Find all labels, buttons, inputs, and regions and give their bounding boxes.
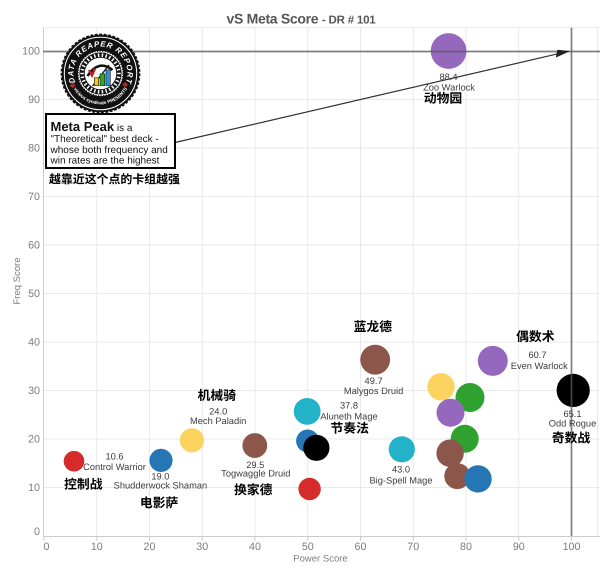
svg-text:Aluneth Mage: Aluneth Mage — [320, 412, 377, 422]
svg-text:90: 90 — [28, 94, 40, 106]
svg-text:win rates are the highest: win rates are the highest — [50, 156, 160, 167]
svg-text:40: 40 — [249, 541, 261, 553]
svg-text:60: 60 — [28, 240, 40, 252]
svg-text:Zoo Warlock: Zoo Warlock — [423, 83, 475, 93]
svg-text:10.6: 10.6 — [105, 452, 123, 462]
svg-text:Big-Spell Mage: Big-Spell Mage — [369, 475, 432, 485]
svg-text:49.7: 49.7 — [365, 376, 383, 386]
svg-text:80: 80 — [460, 541, 472, 553]
svg-text:Shudderwock Shaman: Shudderwock Shaman — [114, 481, 208, 491]
svg-text:whose both frequency and: whose both frequency and — [50, 145, 168, 156]
svg-text:90: 90 — [513, 541, 525, 553]
svg-text:60: 60 — [355, 541, 367, 553]
svg-text:Power Score: Power Score — [293, 554, 347, 565]
svg-text:100: 100 — [22, 46, 40, 58]
svg-text:10: 10 — [28, 482, 40, 494]
svg-text:80: 80 — [28, 143, 40, 155]
svg-text:60.7: 60.7 — [528, 350, 546, 360]
svg-text:37.8: 37.8 — [340, 401, 358, 411]
svg-text:70: 70 — [28, 191, 40, 203]
svg-text:30: 30 — [196, 541, 208, 553]
svg-text:"Theoretical" best deck -: "Theoretical" best deck - — [51, 134, 159, 145]
svg-text:Freq Score: Freq Score — [12, 258, 23, 305]
svg-text:Togwaggle Druid: Togwaggle Druid — [221, 469, 290, 479]
svg-text:100: 100 — [563, 541, 581, 553]
svg-text:70: 70 — [407, 541, 419, 553]
svg-text:24.0: 24.0 — [209, 407, 227, 417]
svg-text:0: 0 — [44, 541, 50, 553]
svg-text:43.0: 43.0 — [392, 464, 410, 474]
svg-text:0: 0 — [34, 526, 40, 538]
svg-text:20: 20 — [28, 434, 40, 446]
svg-text:Control Warrior: Control Warrior — [83, 462, 146, 472]
svg-text:30: 30 — [28, 385, 40, 397]
svg-text:Odd Rogue: Odd Rogue — [549, 418, 597, 428]
svg-text:50: 50 — [302, 541, 314, 553]
svg-text:50: 50 — [28, 288, 40, 300]
svg-text:88.4: 88.4 — [439, 72, 457, 82]
svg-text:20: 20 — [144, 541, 156, 553]
svg-text:40: 40 — [28, 337, 40, 349]
svg-text:10: 10 — [91, 541, 103, 553]
svg-text:Malygos Druid: Malygos Druid — [344, 386, 403, 396]
svg-text:Even Warlock: Even Warlock — [511, 361, 568, 371]
svg-text:Mech Paladin: Mech Paladin — [190, 416, 246, 426]
